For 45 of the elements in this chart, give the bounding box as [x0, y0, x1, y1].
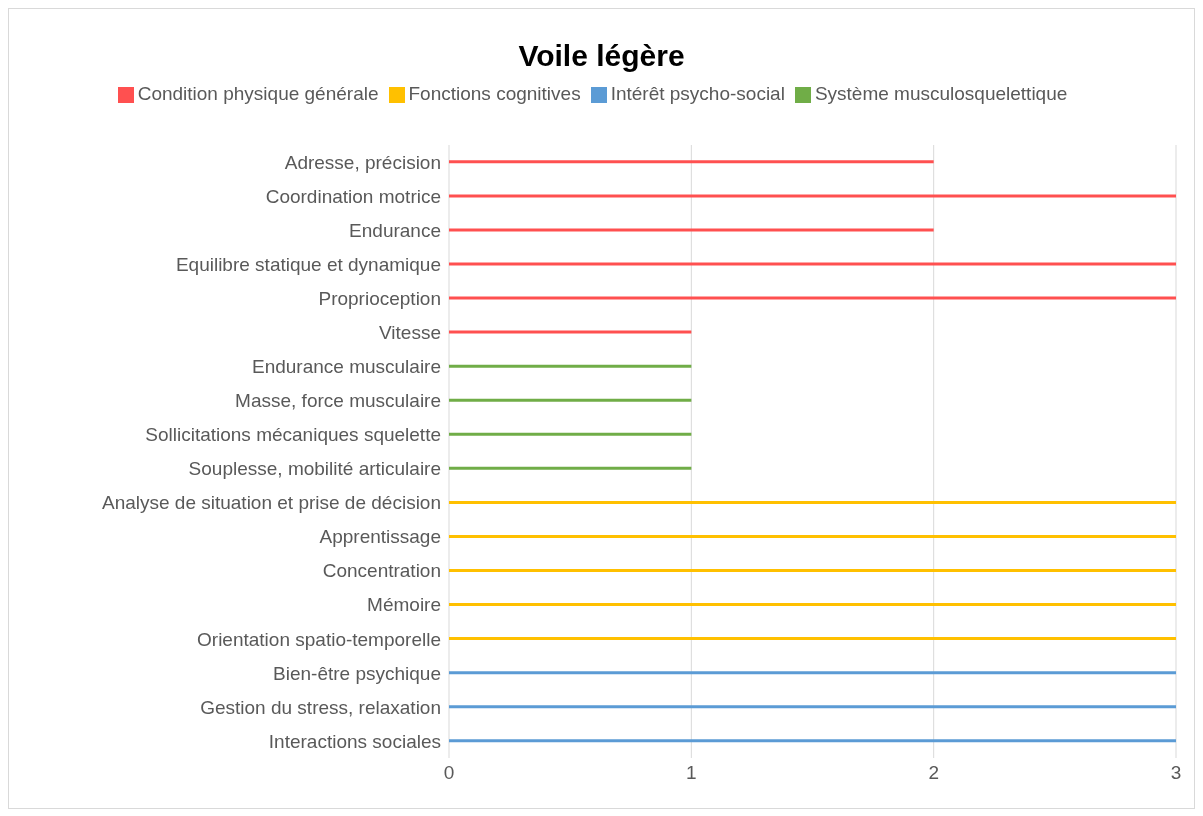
- bar: [449, 534, 1176, 538]
- y-tick-label: Vitesse: [379, 322, 441, 344]
- y-tick-label: Sollicitations mécaniques squelette: [145, 424, 441, 446]
- y-tick-label: Endurance musculaire: [251, 356, 441, 378]
- bar: [449, 194, 1176, 198]
- x-tick-label: 2: [928, 762, 939, 784]
- bar: [449, 398, 692, 402]
- chart-title: Voile légère: [517, 38, 686, 73]
- x-tick-label: 3: [1170, 762, 1182, 784]
- bar: [449, 262, 1176, 266]
- x-tick-label: 0: [443, 762, 455, 784]
- bar: [449, 364, 692, 368]
- y-tick-label: Gestion du stress, relaxation: [200, 696, 441, 718]
- y-tick-label: Masse, force musculaire: [235, 390, 441, 412]
- y-tick-label: Apprentissage: [319, 526, 441, 548]
- bar: [449, 739, 1176, 743]
- y-tick-label: Souplesse, mobilité articulaire: [188, 458, 441, 480]
- bar: [449, 637, 1176, 641]
- y-tick-label: Endurance: [349, 219, 441, 241]
- bar: [449, 705, 1176, 709]
- bar: [449, 296, 1176, 300]
- y-tick-label: Equilibre statique et dynamique: [175, 253, 441, 275]
- y-tick-label: Adresse, précision: [284, 151, 441, 173]
- legend-label: Condition physique générale: [137, 83, 379, 104]
- bar: [449, 466, 692, 470]
- legend-label: Système musculosquelettique: [814, 83, 1068, 104]
- bar: [449, 330, 692, 334]
- bar: [449, 671, 1176, 675]
- bar: [449, 500, 1176, 504]
- y-tick-label: Interactions sociales: [268, 730, 441, 752]
- bar: [449, 568, 1176, 572]
- bar: [449, 160, 934, 164]
- legend-label: Intérêt psycho-social: [610, 83, 785, 104]
- bar: [449, 603, 1176, 607]
- y-tick-label: Proprioception: [318, 287, 441, 309]
- bar: [449, 228, 934, 232]
- y-tick-label: Analyse de situation et prise de décision: [101, 492, 441, 514]
- y-tick-label: Bien-être psychique: [273, 662, 441, 684]
- y-tick-label: Mémoire: [367, 594, 441, 616]
- legend-label: Fonctions cognitives: [408, 83, 581, 104]
- x-tick-label: 1: [686, 762, 697, 784]
- bar: [449, 432, 692, 436]
- y-tick-label: Orientation spatio-temporelle: [197, 628, 441, 650]
- y-tick-label: Concentration: [322, 560, 441, 582]
- y-tick-label: Coordination motrice: [265, 185, 441, 207]
